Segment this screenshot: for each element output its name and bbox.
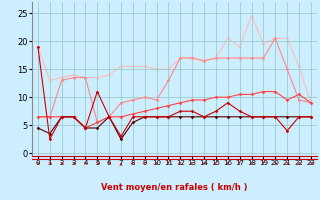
X-axis label: Vent moyen/en rafales ( km/h ): Vent moyen/en rafales ( km/h ) [101,183,248,192]
